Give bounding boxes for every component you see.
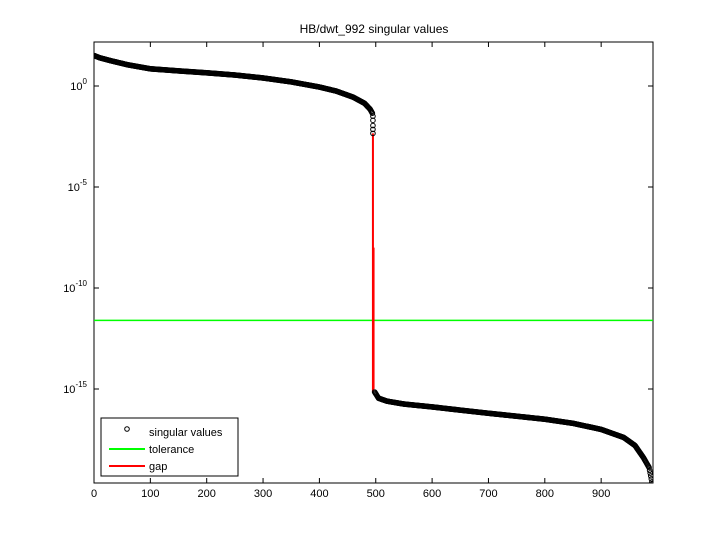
plot-area (93, 41, 656, 529)
legend-item: tolerance (109, 444, 194, 456)
y-tick-label: 10-5 (68, 178, 88, 194)
chart-title: HB/dwt_992 singular values (300, 22, 449, 36)
singular-value-point (370, 126, 376, 133)
x-tick-label: 900 (592, 488, 610, 500)
legend-item: gap (109, 461, 167, 473)
singular-value-markers (94, 52, 656, 529)
x-tick-label: 700 (479, 488, 497, 500)
singular-value-point (647, 470, 653, 476)
y-axis: 100 10-5 10-10 10-15 (63, 77, 653, 396)
legend-label: singular values (149, 427, 223, 439)
x-tick-label: 800 (536, 488, 554, 500)
singular-value-point (647, 473, 653, 479)
x-tick-label: 500 (367, 488, 385, 500)
singular-value-point (648, 476, 653, 482)
x-tick-label: 0 (91, 488, 97, 500)
x-axis: 0 100 200 300 400 500 600 700 800 900 (91, 42, 610, 500)
singular-value-point (649, 481, 653, 483)
singular-value-point (370, 117, 376, 124)
x-tick-label: 300 (254, 488, 272, 500)
legend-marker (124, 426, 130, 432)
singular-value-point (646, 467, 653, 474)
singular-value-point (369, 110, 376, 117)
x-tick-label: 600 (423, 488, 441, 500)
legend-label: gap (149, 461, 167, 473)
singular-value-point (370, 122, 376, 129)
legend-label: tolerance (149, 444, 194, 456)
x-tick-label: 400 (310, 488, 328, 500)
y-tick-label: 10-10 (63, 279, 87, 295)
singular-value-point (370, 130, 376, 137)
singular-value-point (651, 498, 656, 503)
y-tick-label: 100 (70, 77, 87, 93)
x-tick-label: 100 (141, 488, 159, 500)
y-tick-label: 10-15 (63, 380, 87, 396)
singular-value-point (651, 524, 656, 529)
plot-content (94, 52, 656, 529)
legend-item: singular values (124, 426, 223, 439)
x-tick-label: 200 (198, 488, 216, 500)
singular-value-point (651, 484, 656, 489)
singular-value-point (649, 479, 653, 483)
legend: singular values tolerance gap (100, 417, 239, 477)
singular-value-point (646, 464, 652, 471)
